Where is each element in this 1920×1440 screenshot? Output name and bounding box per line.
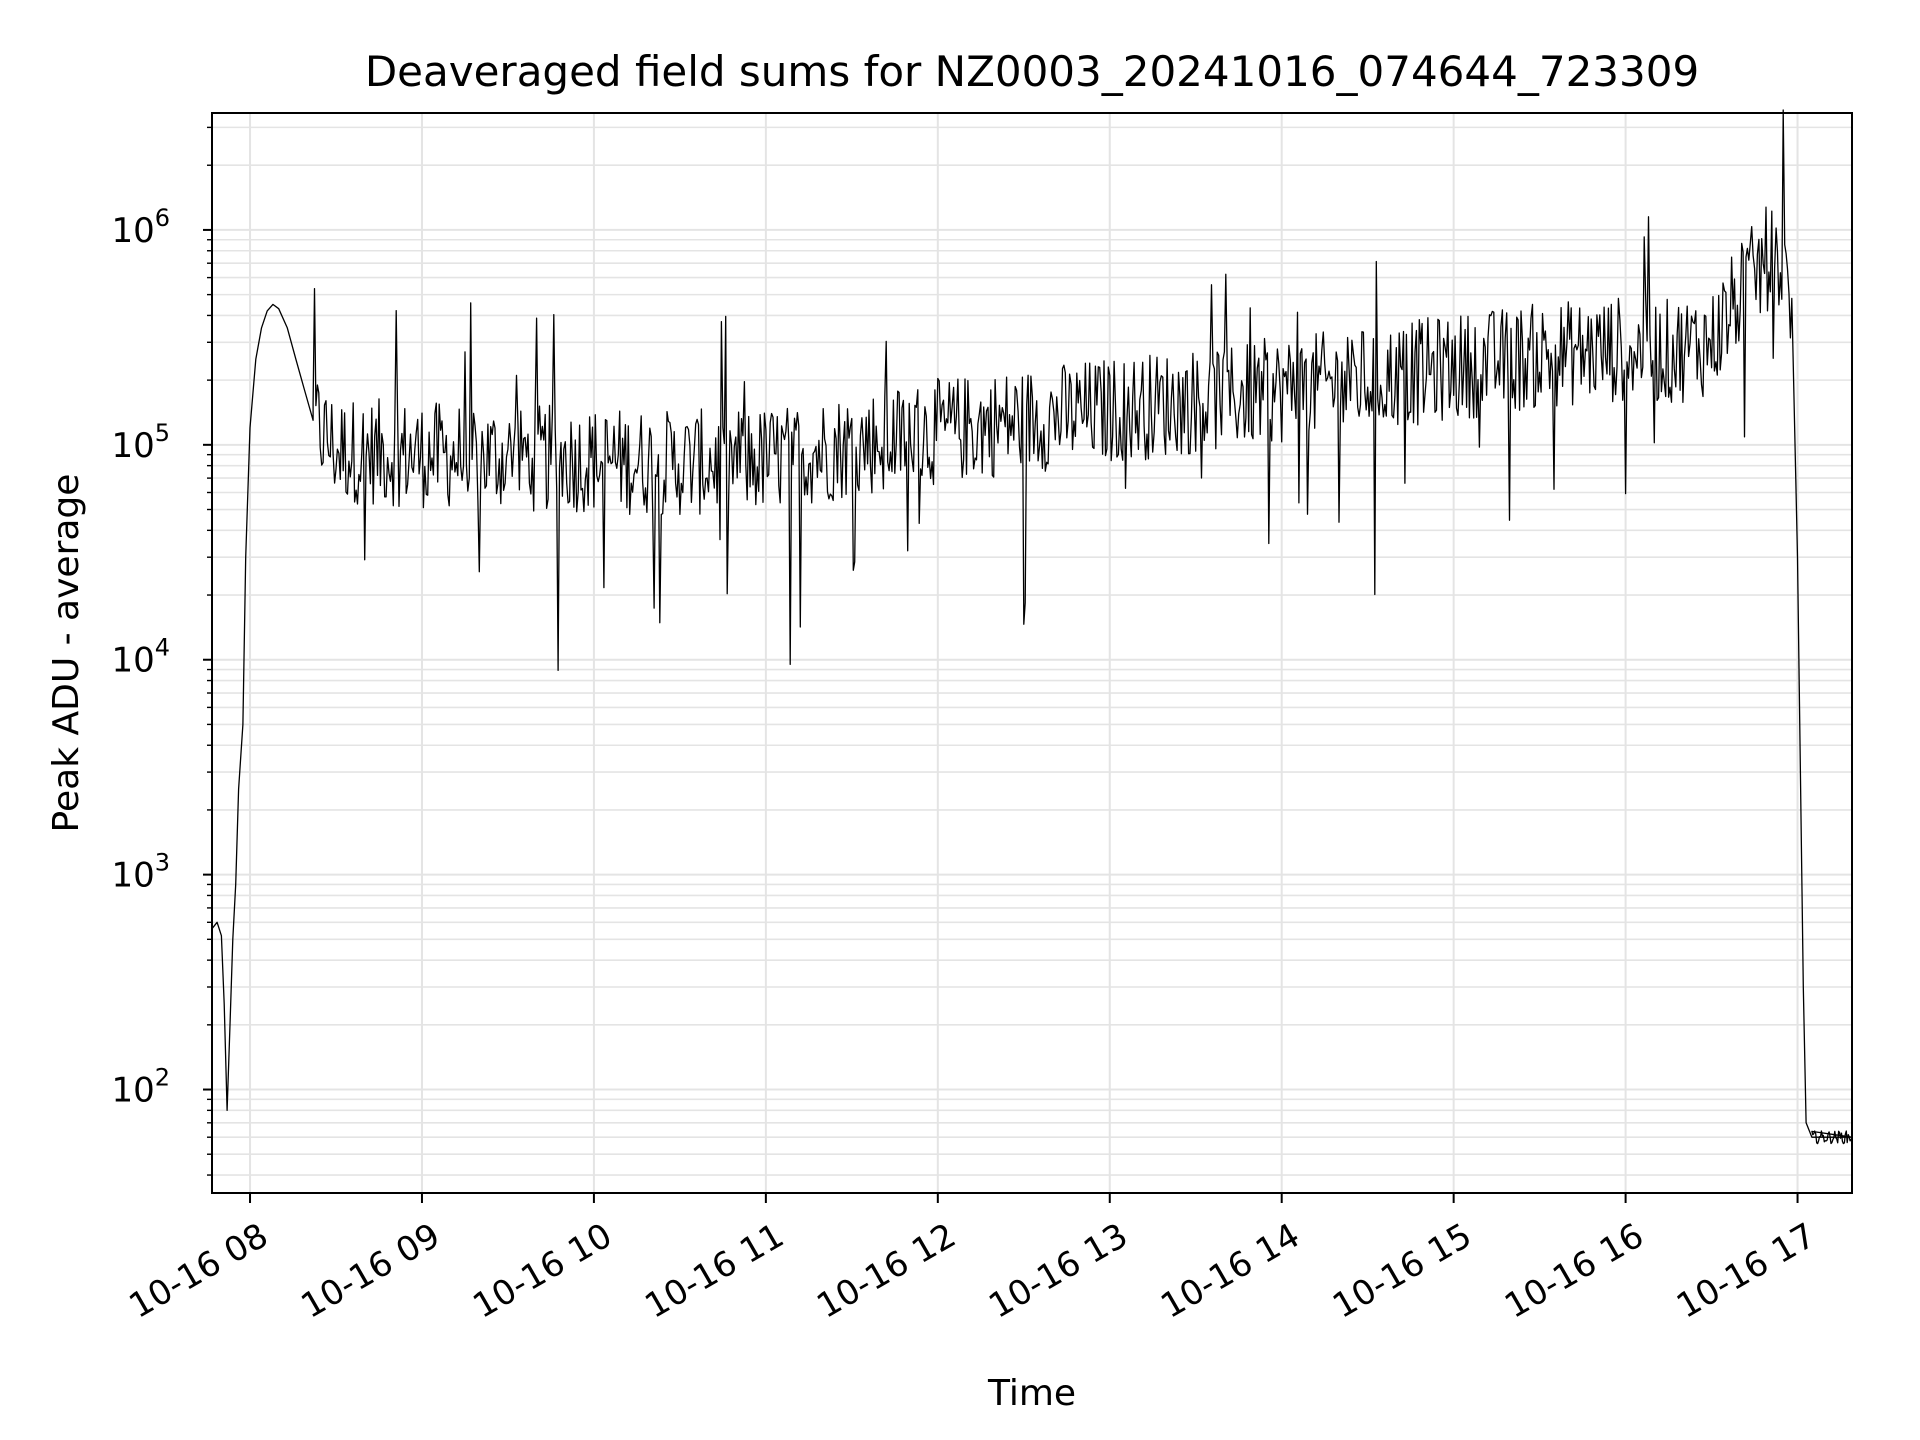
y-tick-label: 104: [111, 634, 170, 681]
y-tick-exponent: 5: [155, 419, 170, 447]
y-tick-exponent: 4: [155, 634, 170, 662]
x-tick-label: 10-16 13: [982, 1216, 1134, 1327]
y-axis-label: Peak ADU - average: [46, 474, 87, 833]
x-tick-label: 10-16 15: [1326, 1216, 1478, 1327]
x-tick-label: 10-16 14: [1154, 1216, 1306, 1327]
x-tick-label: 10-16 10: [466, 1216, 618, 1327]
plot-frame: [211, 112, 1853, 1194]
x-tick-label: 10-16 11: [638, 1216, 790, 1327]
grid-layer: [212, 113, 1852, 1193]
x-tick-label: 10-16 09: [294, 1216, 446, 1327]
x-axis-ticks: 10-16 08 10-16 09 10-16 10 10-16 11 10-16 12…: [123, 1193, 1822, 1327]
x-tick-label: 10-16 08: [123, 1216, 275, 1327]
y-tick-exponent: 6: [155, 204, 170, 232]
y-tick-label: 102: [111, 1064, 170, 1111]
y-tick-label: 106: [111, 204, 170, 251]
y-tick-label: 103: [111, 849, 170, 896]
chart-title: Deaveraged field sums for NZ0003_2024101…: [365, 47, 1699, 96]
x-axis-label: Time: [987, 1373, 1076, 1414]
y-tick-exponent: 3: [155, 849, 170, 877]
y-tick-base: 10: [111, 641, 154, 681]
series-layer: [211, 109, 1853, 1145]
y-tick-base: 10: [111, 856, 154, 896]
y-tick-exponent: 2: [155, 1064, 170, 1092]
y-tick-base: 10: [111, 1071, 154, 1111]
x-tick-label: 10-16 17: [1670, 1216, 1822, 1327]
series-line: [211, 109, 1853, 1145]
x-tick-label: 10-16 16: [1498, 1216, 1650, 1327]
y-tick-base: 10: [111, 426, 154, 466]
x-tick-label: 10-16 12: [810, 1216, 962, 1327]
y-tick-label: 105: [111, 419, 170, 466]
y-tick-base: 10: [111, 211, 154, 251]
